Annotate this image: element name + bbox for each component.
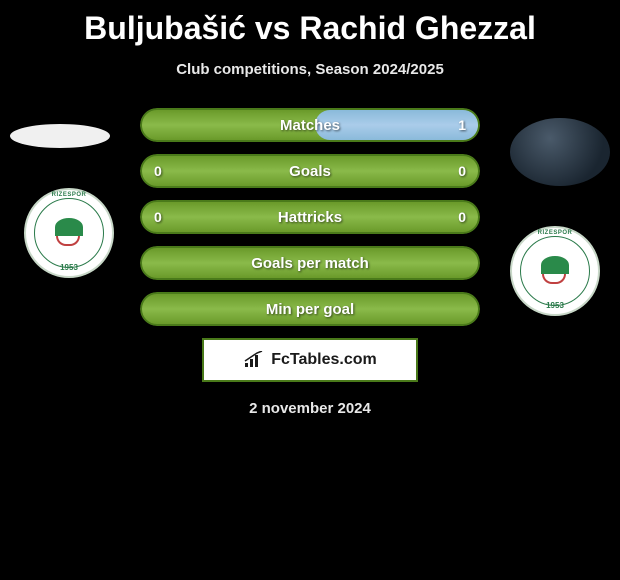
player-right-avatar xyxy=(510,118,610,186)
stat-label: Matches xyxy=(280,117,340,134)
stat-label: Goals xyxy=(289,163,331,180)
stat-row-matches: Matches 1 xyxy=(140,108,480,142)
chart-icon xyxy=(243,351,265,369)
badge-inner xyxy=(520,236,590,306)
badge-year: 1953 xyxy=(546,301,564,310)
stat-value-right: 1 xyxy=(458,117,466,133)
stat-value-left: 0 xyxy=(154,163,162,179)
stat-value-right: 0 xyxy=(458,209,466,225)
stat-value-right: 0 xyxy=(458,163,466,179)
club-badge-right: RIZESPOR 1953 xyxy=(510,226,600,316)
stat-row-hattricks: 0 Hattricks 0 xyxy=(140,200,480,234)
stat-bars: Matches 1 0 Goals 0 0 Hattricks 0 Goals … xyxy=(140,108,480,326)
stat-label: Hattricks xyxy=(278,209,342,226)
tea-plant-icon xyxy=(52,218,86,248)
badge-year: 1953 xyxy=(60,263,78,272)
player-left-avatar xyxy=(10,124,110,148)
page-title: Buljubašić vs Rachid Ghezzal xyxy=(0,0,620,47)
brand-text: FcTables.com xyxy=(271,351,377,369)
subtitle: Club competitions, Season 2024/2025 xyxy=(0,61,620,78)
stat-label: Min per goal xyxy=(266,301,354,318)
date-text: 2 november 2024 xyxy=(0,400,620,417)
stat-row-goals: 0 Goals 0 xyxy=(140,154,480,188)
comparison-chart: RIZESPOR 1953 RIZESPOR 1953 Matches 1 xyxy=(0,108,620,417)
stat-row-min-per-goal: Min per goal xyxy=(140,292,480,326)
stat-label: Goals per match xyxy=(251,255,369,272)
stat-value-left: 0 xyxy=(154,209,162,225)
club-badge-left: RIZESPOR 1953 xyxy=(24,188,114,278)
badge-inner xyxy=(34,198,104,268)
tea-plant-icon xyxy=(538,256,572,286)
stat-row-goals-per-match: Goals per match xyxy=(140,246,480,280)
brand-attribution[interactable]: FcTables.com xyxy=(202,338,418,382)
